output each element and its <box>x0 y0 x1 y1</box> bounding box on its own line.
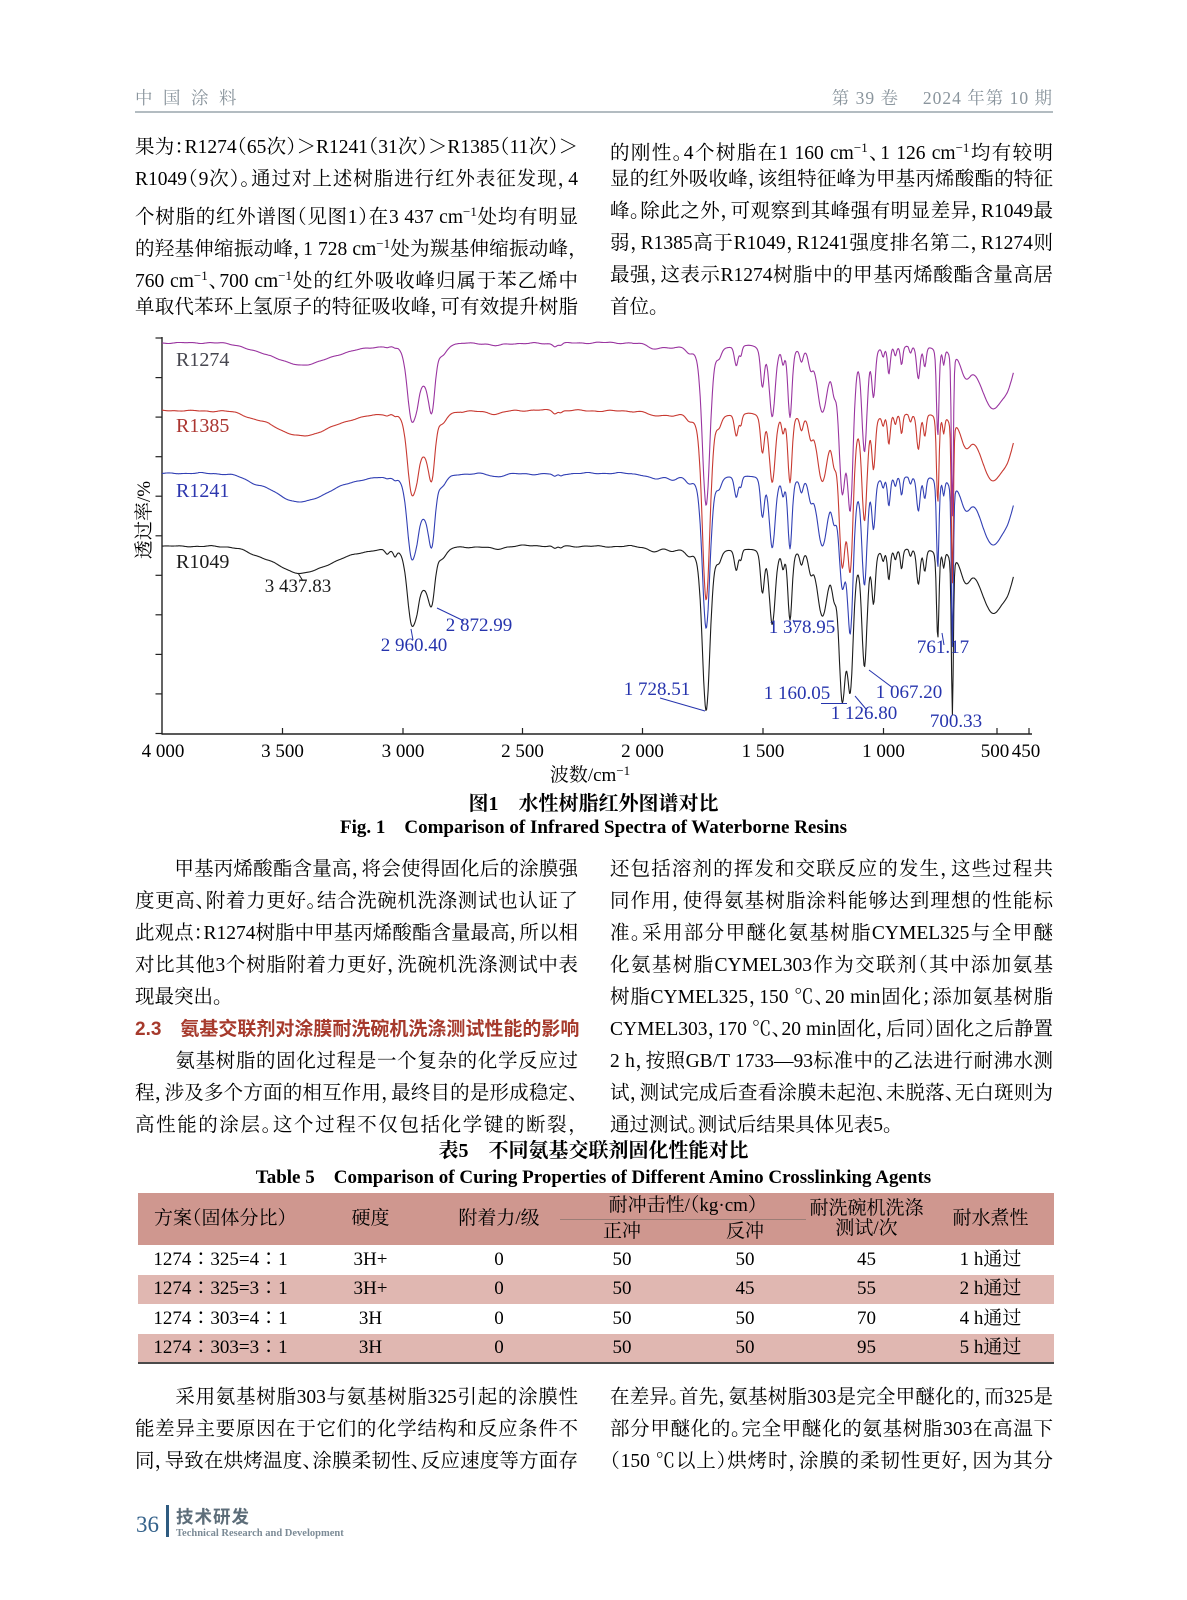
svg-text:1 378.95: 1 378.95 <box>769 617 836 638</box>
svg-text:450: 450 <box>1012 741 1041 762</box>
svg-text:R1385: R1385 <box>176 415 229 437</box>
svg-text:700.33: 700.33 <box>930 711 982 732</box>
svg-text:1 728.51: 1 728.51 <box>624 679 691 700</box>
svg-text:透过率/%: 透过率/% <box>133 481 155 559</box>
svg-text:1 126.80: 1 126.80 <box>831 703 898 724</box>
svg-text:1 500: 1 500 <box>742 741 785 762</box>
svg-text:3 500: 3 500 <box>261 741 304 762</box>
svg-text:1 160.05: 1 160.05 <box>764 683 831 704</box>
svg-text:761.17: 761.17 <box>917 637 969 658</box>
svg-text:2 500: 2 500 <box>501 741 544 762</box>
svg-text:波数/cm−1: 波数/cm−1 <box>550 763 630 786</box>
svg-text:R1241: R1241 <box>176 480 229 502</box>
svg-text:1 067.20: 1 067.20 <box>876 682 943 703</box>
svg-text:3 437.83: 3 437.83 <box>265 576 332 597</box>
svg-text:3 000: 3 000 <box>382 741 425 762</box>
svg-text:1 000: 1 000 <box>862 741 905 762</box>
svg-text:R1049: R1049 <box>176 551 229 573</box>
svg-text:2 000: 2 000 <box>621 741 664 762</box>
svg-text:R1274: R1274 <box>176 349 229 371</box>
svg-text:500: 500 <box>981 741 1010 762</box>
svg-text:2 960.40: 2 960.40 <box>381 635 448 656</box>
svg-text:2 872.99: 2 872.99 <box>446 615 513 636</box>
svg-text:4 000: 4 000 <box>142 741 185 762</box>
